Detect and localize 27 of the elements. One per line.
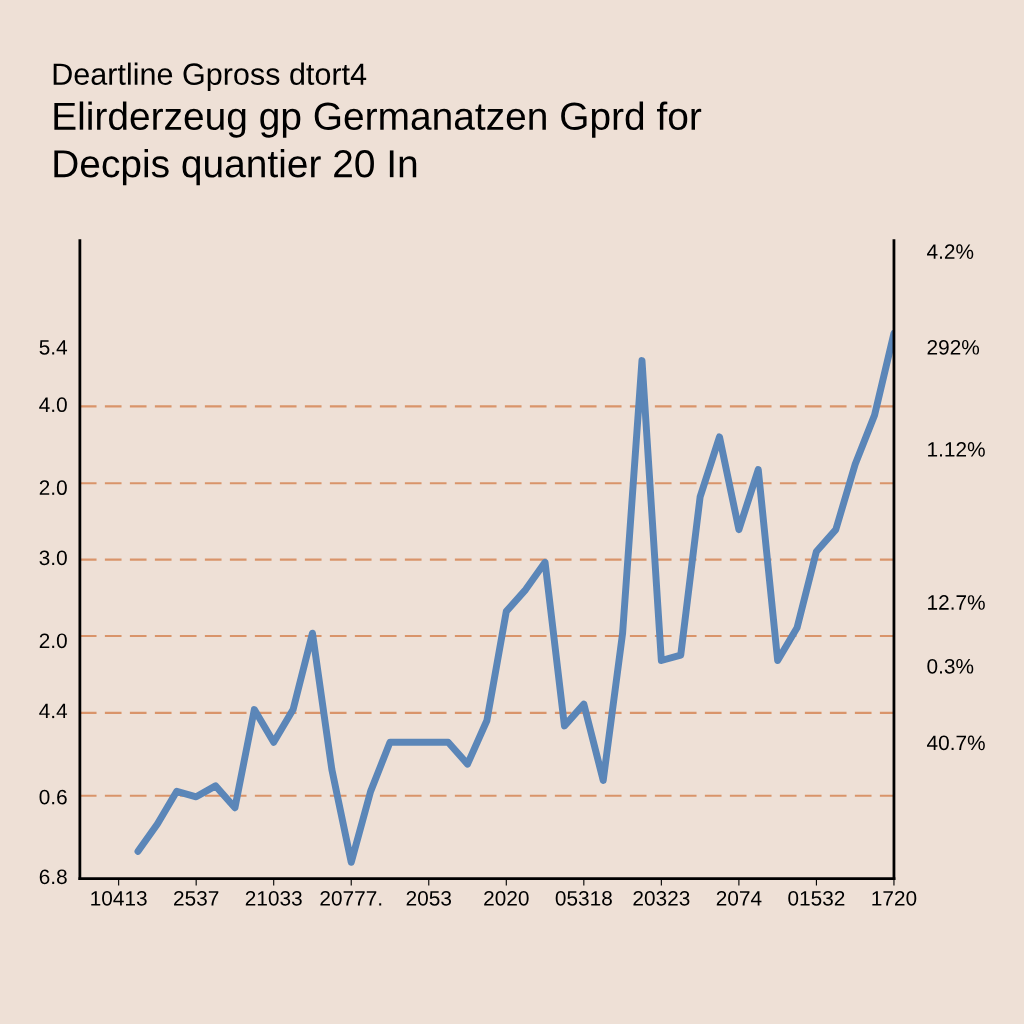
text: 5.4	[39, 340, 68, 355]
x-tick-label: 20777.	[320, 890, 382, 906]
x-tick-label: 05318	[555, 890, 612, 906]
text: 3.0	[39, 550, 67, 566]
chart-title: Deartline Gpross dtort4	[53, 62, 367, 92]
text: 4.4	[39, 703, 68, 719]
text: 4.2%	[926, 244, 974, 259]
text: 2.0	[39, 633, 67, 649]
x-tick-label: 2053	[406, 890, 452, 906]
text: 40.7%	[926, 735, 985, 751]
x-tick-label: 2020	[484, 890, 529, 906]
text: 12.7%	[928, 595, 985, 610]
text: 4.0	[39, 397, 67, 413]
text: 6.8	[39, 869, 67, 885]
chart-subtitle: Elirderzeug gp Germanatzen Gprd for Decpis quantier 20 In	[54, 101, 702, 186]
text: 292%	[927, 339, 980, 355]
x-tick-label: 2537	[174, 890, 219, 906]
x-tick-label: 1720	[872, 890, 917, 906]
x-tick-label: 10413	[91, 890, 147, 906]
x-tick-label: 20323	[633, 890, 690, 906]
x-tick-label: 2074	[716, 890, 762, 906]
x-tick-label: 01532	[788, 890, 845, 906]
text: 0.6	[39, 789, 67, 805]
x-tick-label: 21033	[245, 890, 302, 906]
text: 2.0	[39, 480, 67, 496]
text: 0.3%	[927, 658, 974, 674]
text: 1.12%	[928, 442, 985, 457]
